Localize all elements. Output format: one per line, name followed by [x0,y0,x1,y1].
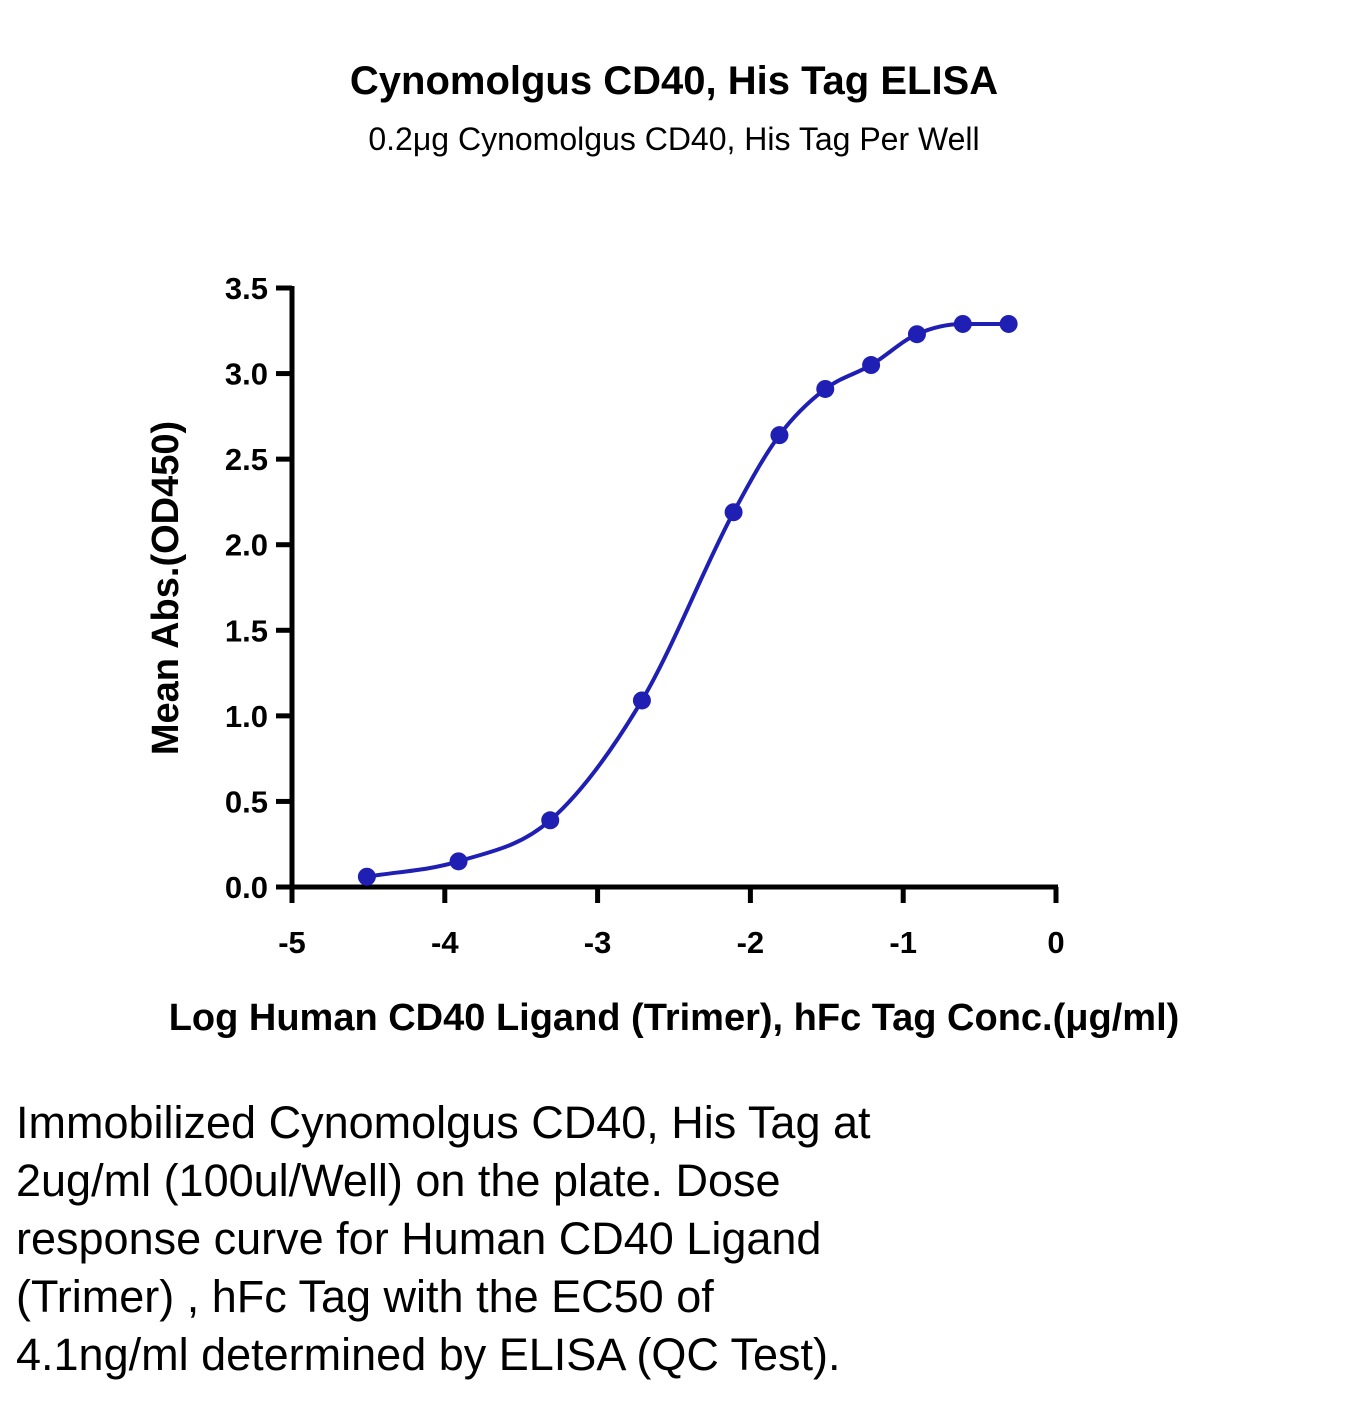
figure-caption: Immobilized Cynomolgus CD40, His Tag at … [16,1097,871,1380]
data-point [770,426,789,445]
data-point [907,325,926,344]
x-tick-label: -4 [431,925,459,960]
x-tick-label: -2 [737,925,765,960]
fit-curve [366,321,1009,879]
data-point [999,314,1018,333]
data-point [357,867,376,886]
x-tick-label: -5 [278,925,306,960]
data-point [541,811,560,830]
y-tick-label: 1.5 [225,613,268,648]
chart-subtitle: 0.2μg Cynomolgus CD40, His Tag Per Well [368,121,979,157]
axes: -5 -4 -3 -2 -1 0 0.0 0.5 1.0 1.5 2.0 2.5 3.0 3.5 [225,271,1065,960]
y-tick-label: 2.5 [225,442,268,477]
y-tick-label: 3.5 [225,271,268,306]
y-tick-label: 1.0 [225,699,268,734]
y-tick-label: 2.0 [225,528,268,563]
x-tick-label: -1 [889,925,917,960]
y-axis-label: Mean Abs.(OD450) [145,421,187,755]
y-tick-label: 0.5 [225,784,268,819]
data-point [816,379,835,398]
data-point [449,852,468,871]
x-tick-label: -3 [584,925,612,960]
data-point [632,691,651,710]
y-tick-label: 3.0 [225,357,268,392]
y-tick-label: 0.0 [225,870,268,905]
chart-title: Cynomolgus CD40, His Tag ELISA [350,59,998,103]
data-point [862,356,881,375]
x-tick-label: 0 [1047,925,1064,960]
elisa-chart: Cynomolgus CD40, His Tag ELISA 0.2μg Cyn… [145,59,1180,1039]
data-points [357,314,1018,886]
x-axis-label: Log Human CD40 Ligand (Trimer), hFc Tag … [169,997,1180,1039]
data-point [724,503,743,522]
data-point [953,314,972,333]
